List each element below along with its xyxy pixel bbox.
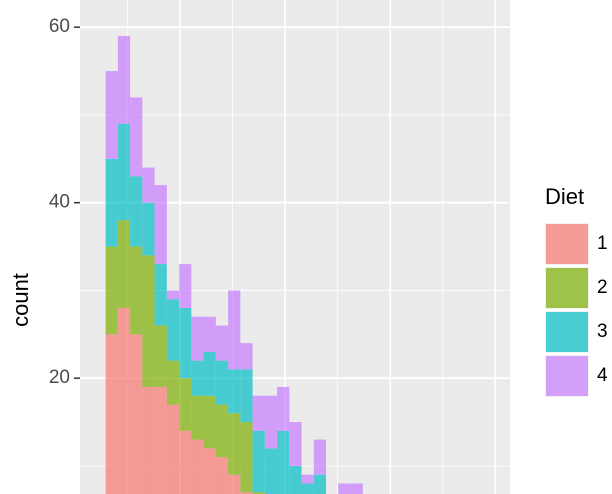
bar (203, 448, 216, 494)
bar (203, 351, 216, 396)
bar (166, 360, 180, 405)
bar (313, 439, 327, 475)
bar (215, 325, 229, 361)
bar (228, 369, 241, 414)
bar (105, 246, 118, 335)
bar (154, 386, 167, 494)
bar (154, 325, 167, 387)
bar (252, 492, 265, 494)
bar (105, 71, 118, 159)
bar (203, 316, 216, 352)
bar (142, 202, 155, 256)
bar (179, 264, 192, 308)
bar (191, 316, 204, 361)
grid (80, 0, 510, 494)
y-axis-title: count (8, 273, 33, 327)
bar (240, 492, 253, 494)
bar (179, 430, 192, 494)
bars (105, 35, 363, 494)
bar (191, 439, 204, 494)
bar (130, 97, 143, 177)
bar (179, 307, 192, 379)
bar (264, 448, 278, 494)
legend-label: 4 (597, 365, 608, 386)
bar (215, 360, 229, 405)
bar (240, 343, 253, 370)
bar (166, 290, 180, 300)
bar (277, 430, 290, 494)
legend-swatch (546, 268, 588, 308)
bar (142, 386, 155, 494)
legend-label: 2 (597, 277, 608, 298)
legend-swatch (546, 224, 588, 264)
bar (117, 35, 131, 124)
bar (277, 386, 290, 431)
bar (252, 395, 265, 431)
bar (166, 404, 180, 494)
legend-label: 1 (597, 233, 608, 254)
bar (130, 176, 143, 247)
legend-title: Diet (545, 184, 584, 209)
y-tick-label: 60 (49, 16, 70, 37)
bar (215, 457, 229, 494)
bar (117, 123, 131, 221)
bar (313, 474, 327, 494)
bar (289, 465, 302, 494)
bar (117, 307, 131, 494)
bar (130, 334, 143, 494)
bar (240, 422, 253, 493)
bar (166, 299, 180, 361)
bar (228, 413, 241, 475)
bar (154, 264, 167, 326)
bar (154, 185, 167, 265)
bar (215, 404, 229, 458)
y-tick-label: 40 (49, 192, 70, 213)
bar (179, 378, 192, 431)
bar (240, 369, 253, 423)
bar (117, 220, 131, 308)
bar (191, 360, 204, 396)
y-tick-label: 20 (49, 367, 70, 388)
legend-swatch (546, 356, 588, 396)
bar (228, 474, 241, 494)
bar (264, 395, 278, 449)
bar (130, 246, 143, 335)
bar (105, 158, 118, 247)
bar (191, 395, 204, 440)
bar (252, 430, 265, 493)
bar (142, 255, 155, 387)
bar (142, 167, 155, 203)
legend-label: 3 (597, 321, 608, 342)
bar (289, 422, 302, 466)
bar (301, 474, 314, 484)
bar (105, 334, 118, 494)
bar (338, 483, 351, 494)
bar (301, 483, 314, 494)
bar (350, 483, 363, 494)
bar (203, 395, 216, 449)
bar (228, 290, 241, 370)
legend-swatch (546, 312, 588, 352)
